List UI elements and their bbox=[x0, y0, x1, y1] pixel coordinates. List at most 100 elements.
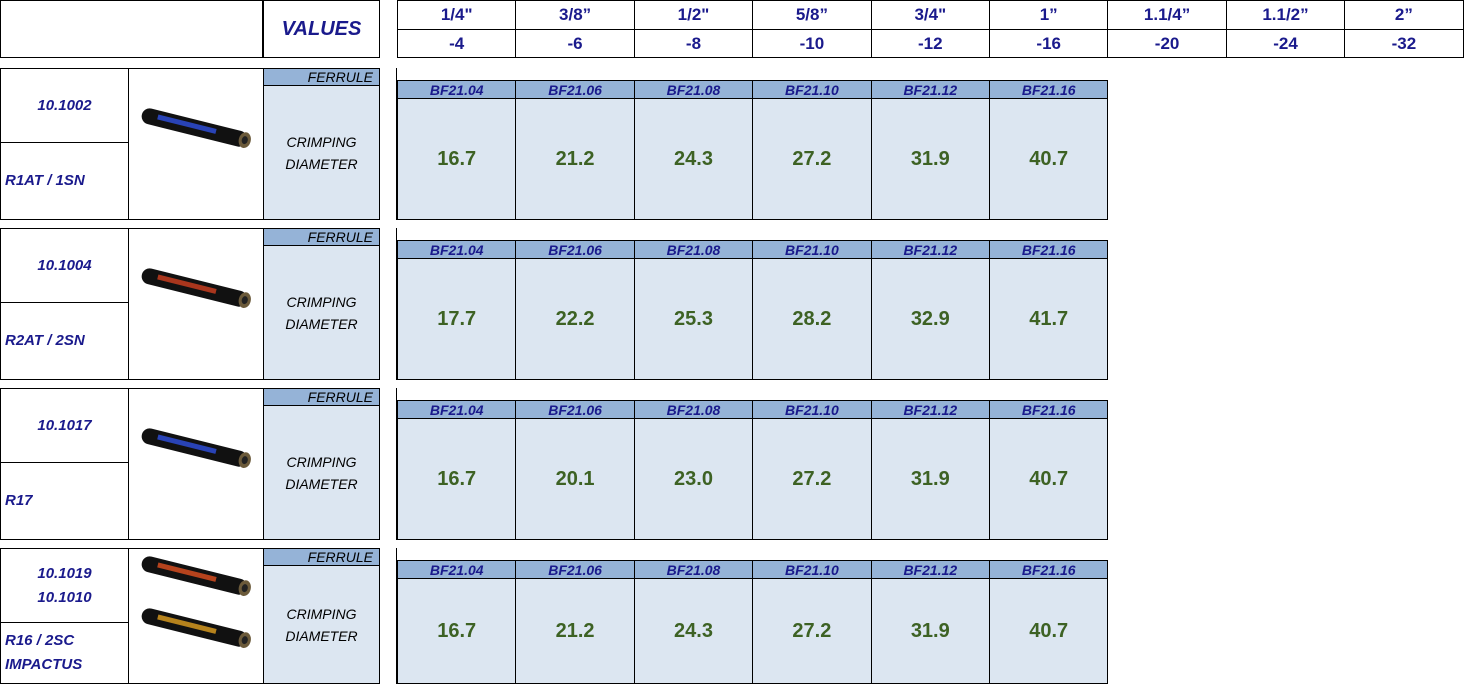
type-cell: R17 bbox=[0, 462, 129, 540]
crimping-label: CRIMPING DIAMETER bbox=[263, 565, 380, 684]
code-cell: 10.1004 bbox=[0, 228, 129, 303]
hose-type: IMPACTUS bbox=[5, 653, 82, 677]
code-cell: 10.1017 bbox=[0, 388, 129, 463]
size-dash: -10 bbox=[752, 29, 871, 58]
hose-image bbox=[134, 104, 259, 154]
ferrule-code: BF21.10 bbox=[752, 240, 871, 259]
size-inch: 3/4" bbox=[871, 0, 990, 30]
crimping-diameter: 40.7 bbox=[989, 98, 1108, 220]
crimping-diameter: 24.3 bbox=[634, 578, 753, 684]
ferrule-code: BF21.10 bbox=[752, 560, 871, 579]
hose-type: R2AT / 2SN bbox=[5, 329, 85, 353]
hose-code: 10.1002 bbox=[37, 94, 91, 118]
crimping-diameter: 27.2 bbox=[752, 98, 871, 220]
hose-image bbox=[134, 552, 259, 602]
ferrule-code: BF21.08 bbox=[634, 560, 753, 579]
ferrule-code: BF21.12 bbox=[871, 80, 990, 99]
size-dash: -32 bbox=[1344, 29, 1463, 58]
ferrule-label: FERRULE bbox=[263, 388, 380, 406]
ferrule-code: BF21.06 bbox=[515, 240, 634, 259]
ferrule-label: FERRULE bbox=[263, 548, 380, 566]
crimping-diameter: 31.9 bbox=[871, 418, 990, 540]
ferrule-code: BF21.04 bbox=[397, 560, 516, 579]
size-dash: -8 bbox=[634, 29, 753, 58]
hose-code: 10.1004 bbox=[37, 254, 91, 278]
crimping-label: CRIMPING DIAMETER bbox=[263, 405, 380, 540]
size-inch: 1.1/4” bbox=[1107, 0, 1226, 30]
size-inch: 1.1/2” bbox=[1226, 0, 1345, 30]
values-label: VALUES bbox=[263, 0, 380, 58]
size-dash: -16 bbox=[989, 29, 1108, 58]
size-inch: 1/4" bbox=[397, 0, 516, 30]
crimping-diameter: 31.9 bbox=[871, 98, 990, 220]
size-inch: 3/8” bbox=[515, 0, 634, 30]
ferrule-code: BF21.08 bbox=[634, 400, 753, 419]
crimping-diameter: 16.7 bbox=[397, 98, 516, 220]
ferrule-code: BF21.16 bbox=[989, 560, 1108, 579]
hose-code: 10.1017 bbox=[37, 414, 91, 438]
crimping-diameter: 20.1 bbox=[515, 418, 634, 540]
hose-image bbox=[134, 424, 259, 474]
code-cell: 10.1002 bbox=[0, 68, 129, 143]
size-dash: -24 bbox=[1226, 29, 1345, 58]
crimping-diameter: 21.2 bbox=[515, 98, 634, 220]
ferrule-label: FERRULE bbox=[263, 68, 380, 86]
hose-type: R16 / 2SC bbox=[5, 629, 74, 653]
ferrule-code: BF21.16 bbox=[989, 400, 1108, 419]
ferrule-label: FERRULE bbox=[263, 228, 380, 246]
ferrule-code: BF21.16 bbox=[989, 80, 1108, 99]
type-cell: R2AT / 2SN bbox=[0, 302, 129, 380]
type-cell: R1AT / 1SN bbox=[0, 142, 129, 220]
type-cell: R16 / 2SCIMPACTUS bbox=[0, 622, 129, 684]
size-inch: 1” bbox=[989, 0, 1108, 30]
hose-image bbox=[134, 264, 259, 314]
hose-image bbox=[134, 604, 259, 654]
crimping-diameter: 21.2 bbox=[515, 578, 634, 684]
ferrule-code: BF21.08 bbox=[634, 80, 753, 99]
ferrule-code: BF21.06 bbox=[515, 400, 634, 419]
size-inch: 1/2" bbox=[634, 0, 753, 30]
crimping-label: CRIMPING DIAMETER bbox=[263, 85, 380, 220]
ferrule-code: BF21.12 bbox=[871, 400, 990, 419]
hose-type: R1AT / 1SN bbox=[5, 169, 85, 193]
crimping-diameter: 16.7 bbox=[397, 578, 516, 684]
ferrule-code: BF21.04 bbox=[397, 240, 516, 259]
ferrule-code: BF21.12 bbox=[871, 560, 990, 579]
ferrule-code: BF21.04 bbox=[397, 400, 516, 419]
crimping-diameter: 16.7 bbox=[397, 418, 516, 540]
ferrule-code: BF21.06 bbox=[515, 560, 634, 579]
blank-header bbox=[0, 0, 263, 58]
ferrule-code: BF21.08 bbox=[634, 240, 753, 259]
crimping-diameter: 22.2 bbox=[515, 258, 634, 380]
size-dash: -6 bbox=[515, 29, 634, 58]
crimping-diameter: 28.2 bbox=[752, 258, 871, 380]
ferrule-code: BF21.10 bbox=[752, 80, 871, 99]
page: VALUES 1/4"-43/8”-61/2"-85/8”-103/4"-121”… bbox=[0, 0, 1465, 684]
crimping-diameter: 17.7 bbox=[397, 258, 516, 380]
size-dash: -20 bbox=[1107, 29, 1226, 58]
ferrule-code: BF21.10 bbox=[752, 400, 871, 419]
size-inch: 2” bbox=[1344, 0, 1463, 30]
hose-code: 10.1010 bbox=[37, 586, 91, 610]
crimping-diameter: 32.9 bbox=[871, 258, 990, 380]
crimping-diameter: 31.9 bbox=[871, 578, 990, 684]
size-inch: 5/8” bbox=[752, 0, 871, 30]
crimping-diameter: 24.3 bbox=[634, 98, 753, 220]
crimping-diameter: 40.7 bbox=[989, 418, 1108, 540]
crimping-diameter: 23.0 bbox=[634, 418, 753, 540]
hose-type: R17 bbox=[5, 489, 33, 513]
crimping-label: CRIMPING DIAMETER bbox=[263, 245, 380, 380]
crimping-diameter: 27.2 bbox=[752, 578, 871, 684]
crimping-diameter: 41.7 bbox=[989, 258, 1108, 380]
ferrule-code: BF21.16 bbox=[989, 240, 1108, 259]
crimping-diameter: 27.2 bbox=[752, 418, 871, 540]
crimping-diameter: 40.7 bbox=[989, 578, 1108, 684]
hose-code: 10.1019 bbox=[37, 562, 91, 586]
ferrule-code: BF21.04 bbox=[397, 80, 516, 99]
crimping-diameter: 25.3 bbox=[634, 258, 753, 380]
size-dash: -4 bbox=[397, 29, 516, 58]
size-dash: -12 bbox=[871, 29, 990, 58]
ferrule-code: BF21.12 bbox=[871, 240, 990, 259]
ferrule-code: BF21.06 bbox=[515, 80, 634, 99]
